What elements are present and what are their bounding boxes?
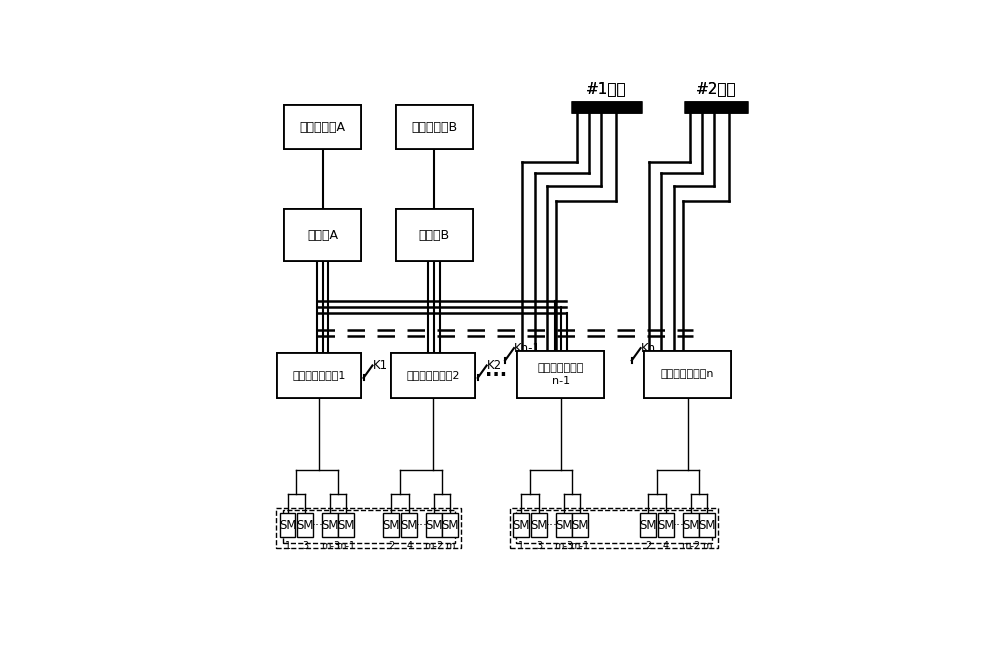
Bar	[284, 209, 361, 261]
Text: SM: SM	[531, 519, 548, 531]
Bar	[401, 513, 417, 537]
Bar	[531, 513, 547, 537]
Text: SM: SM	[321, 519, 339, 531]
Bar	[297, 513, 313, 537]
Text: ···: ···	[416, 519, 428, 531]
Bar	[396, 104, 473, 150]
Bar	[283, 510, 455, 542]
Text: 通信板A: 通信板A	[307, 228, 338, 242]
Text: 1: 1	[518, 541, 525, 551]
Text: ···: ···	[485, 366, 507, 385]
Text: SM: SM	[571, 519, 589, 531]
Bar	[338, 513, 354, 537]
Text: 触发脉冲分配板n: 触发脉冲分配板n	[661, 369, 714, 379]
Bar	[426, 513, 442, 537]
Text: SM: SM	[279, 519, 296, 531]
Text: m-1: m-1	[570, 541, 590, 551]
Text: K1: K1	[372, 359, 388, 372]
Text: SM: SM	[639, 519, 657, 531]
Text: 通信板B: 通信板B	[419, 228, 450, 242]
Text: m-2: m-2	[424, 541, 444, 551]
Text: 通信板B: 通信板B	[419, 228, 450, 242]
Text: 触发脉冲分配板2: 触发脉冲分配板2	[406, 370, 460, 381]
Text: #2电源: #2电源	[696, 81, 736, 96]
Text: 阀控制系统A: 阀控制系统A	[300, 121, 346, 134]
Text: m: m	[445, 541, 455, 551]
Text: SM: SM	[513, 519, 530, 531]
Text: ···: ···	[312, 519, 324, 531]
Bar	[640, 513, 656, 537]
Text: 触发脉冲分配板1: 触发脉冲分配板1	[292, 370, 345, 381]
Bar	[683, 513, 699, 537]
Bar	[396, 209, 473, 261]
Text: 触发脉冲分配板n: 触发脉冲分配板n	[661, 369, 714, 379]
Bar	[396, 104, 473, 150]
Text: #2电源: #2电源	[696, 81, 736, 96]
Text: 阀控制系统B: 阀控制系统B	[411, 121, 457, 134]
Bar	[658, 513, 674, 537]
Bar	[276, 508, 461, 548]
Text: 触发脉冲分配板
n-1: 触发脉冲分配板 n-1	[538, 362, 584, 386]
Bar	[277, 353, 361, 398]
Text: SM: SM	[441, 519, 459, 531]
Bar	[280, 513, 295, 537]
Bar	[284, 209, 361, 261]
Bar	[644, 351, 731, 398]
Text: m: m	[702, 541, 711, 551]
Text: m-2: m-2	[681, 541, 700, 551]
Bar	[644, 351, 731, 398]
Text: SM: SM	[400, 519, 418, 531]
Text: SM: SM	[425, 519, 443, 531]
Text: Kn: Kn	[641, 342, 656, 355]
Bar	[699, 513, 715, 537]
Text: SM: SM	[698, 519, 715, 531]
Text: K2: K2	[487, 359, 502, 372]
Bar	[277, 353, 361, 398]
Text: #1电源: #1电源	[586, 81, 627, 96]
Text: SM: SM	[555, 519, 573, 531]
Text: 触发脉冲分配板2: 触发脉冲分配板2	[406, 370, 460, 381]
Text: m-3: m-3	[321, 541, 340, 551]
Bar	[510, 508, 718, 548]
Text: m-1: m-1	[337, 541, 356, 551]
Text: 3: 3	[536, 541, 542, 551]
Text: Kn-1: Kn-1	[514, 342, 541, 355]
Text: 通信板A: 通信板A	[307, 228, 338, 242]
Text: 3: 3	[302, 541, 308, 551]
Text: 4: 4	[663, 541, 669, 551]
Text: ···: ···	[546, 519, 558, 531]
Text: m-3: m-3	[555, 541, 574, 551]
Text: 1: 1	[284, 541, 291, 551]
Text: 阀控制系统A: 阀控制系统A	[300, 121, 346, 134]
Text: SM: SM	[657, 519, 675, 531]
Text: 触发脉冲分配板1: 触发脉冲分配板1	[292, 370, 345, 381]
Bar	[442, 513, 458, 537]
Text: 触发脉冲分配板
n-1: 触发脉冲分配板 n-1	[538, 362, 584, 386]
Text: SM: SM	[383, 519, 400, 531]
Bar	[284, 104, 361, 150]
Text: SM: SM	[337, 519, 355, 531]
Bar	[572, 513, 588, 537]
Text: SM: SM	[297, 519, 314, 531]
Text: 4: 4	[406, 541, 412, 551]
Bar	[391, 353, 475, 398]
Bar	[556, 513, 572, 537]
Bar	[516, 510, 712, 542]
Text: ···: ···	[672, 519, 684, 531]
Text: 阀控制系统B: 阀控制系统B	[411, 121, 457, 134]
Bar	[517, 351, 604, 398]
Bar	[284, 104, 361, 150]
Bar	[517, 351, 604, 398]
Text: 2: 2	[645, 541, 651, 551]
Text: #1电源: #1电源	[586, 81, 627, 96]
Bar	[396, 209, 473, 261]
Bar	[322, 513, 338, 537]
Bar	[383, 513, 399, 537]
Text: 2: 2	[388, 541, 394, 551]
Bar	[513, 513, 529, 537]
Text: SM: SM	[682, 519, 700, 531]
Bar	[391, 353, 475, 398]
